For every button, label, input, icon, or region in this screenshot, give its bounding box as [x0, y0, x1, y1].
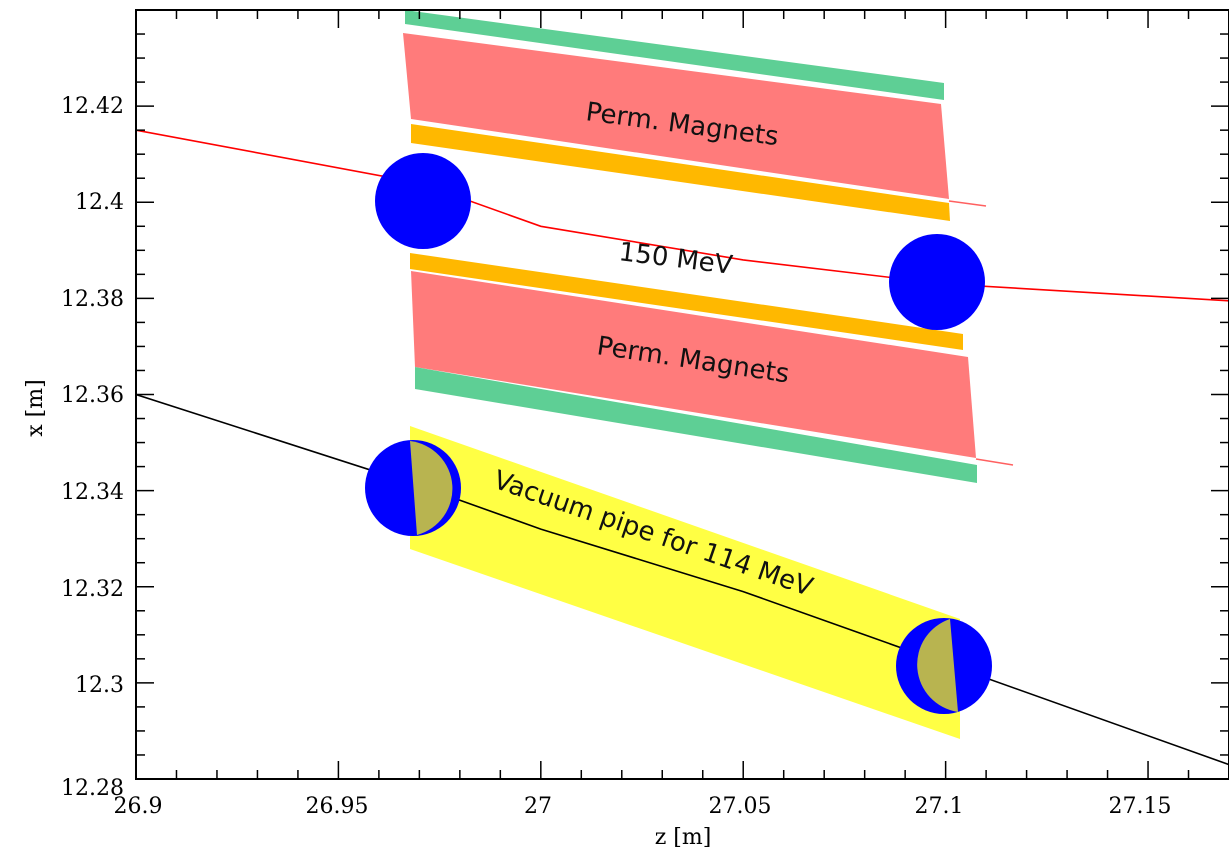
beam-spot-upper-right	[889, 234, 985, 330]
lower-green-strip	[415, 367, 977, 483]
x-tick-label: 26.95	[306, 794, 369, 819]
y-tick-label: 12.34	[61, 480, 124, 505]
beam-spot-lower-left-overlap	[410, 441, 453, 535]
energy-150-label: 150 MeV	[617, 237, 734, 281]
y-tick-labels: 12.28 12.3 12.32 12.34 12.36 12.38 12.4 …	[61, 94, 124, 801]
x-tick-label: 27.1	[915, 794, 964, 819]
x-tick-label: 27.05	[709, 794, 772, 819]
vacuum-pipe	[410, 426, 960, 739]
axis-ticks	[135, 9, 1229, 780]
y-tick-label: 12.4	[75, 190, 124, 215]
x-axis-title: z [m]	[655, 825, 712, 850]
beam-spot-upper-left	[375, 153, 471, 249]
x-tick-label: 27.15	[1109, 794, 1172, 819]
y-tick-label: 12.3	[75, 673, 124, 698]
y-tick-label: 12.36	[61, 383, 124, 408]
y-tick-label: 12.42	[61, 94, 124, 119]
y-tick-label: 12.32	[61, 577, 124, 602]
lower-orange-strip	[410, 253, 963, 350]
lower-magnet-block	[411, 271, 976, 458]
beam-150mev-trajectory	[136, 129, 1229, 302]
x-tick-label: 26.9	[114, 794, 163, 819]
lower-magnet-tail-line	[975, 458, 1014, 466]
plot-content	[136, 10, 1229, 766]
x-tick-label: 27	[524, 794, 552, 819]
y-tick-label: 12.28	[61, 776, 124, 801]
y-axis-title: x [m]	[23, 379, 48, 436]
upper-green-strip	[405, 10, 944, 100]
upper-magnet-tail-line	[948, 200, 987, 207]
upper-orange-strip	[411, 124, 950, 221]
x-tick-labels: 26.9 26.95 27 27.05 27.1 27.15	[114, 794, 1172, 819]
upper-magnet-block	[403, 33, 949, 199]
y-tick-label: 12.38	[61, 287, 124, 312]
beam-spot-lower-right-overlap	[917, 619, 958, 712]
